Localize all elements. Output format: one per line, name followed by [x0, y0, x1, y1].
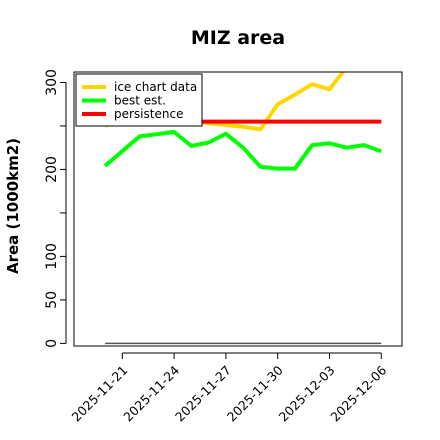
legend-label: ice chart data — [114, 80, 197, 94]
x-axis: 2025-11-212025-11-242025-11-272025-11-30… — [68, 352, 389, 424]
chart-title: MIZ area — [191, 27, 285, 49]
y-tick-label: 200 — [44, 156, 60, 183]
y-tick-label: 100 — [44, 243, 60, 270]
legend-label: best est. — [114, 94, 166, 108]
plot-frame — [73, 71, 403, 347]
legend-box — [75, 73, 203, 127]
y-tick-label: 0 — [44, 339, 60, 348]
y-tick-label: 50 — [44, 291, 60, 309]
series-line-best-est- — [103, 130, 382, 171]
legend-label: persistence — [114, 107, 183, 121]
y-tick-label: 300 — [44, 69, 60, 96]
y-axis: 0 50 100 200 300 — [44, 69, 67, 348]
x-tick-label: 2025-12-06 — [327, 362, 389, 424]
y-axis-label: Area (1000km2) — [4, 138, 22, 274]
